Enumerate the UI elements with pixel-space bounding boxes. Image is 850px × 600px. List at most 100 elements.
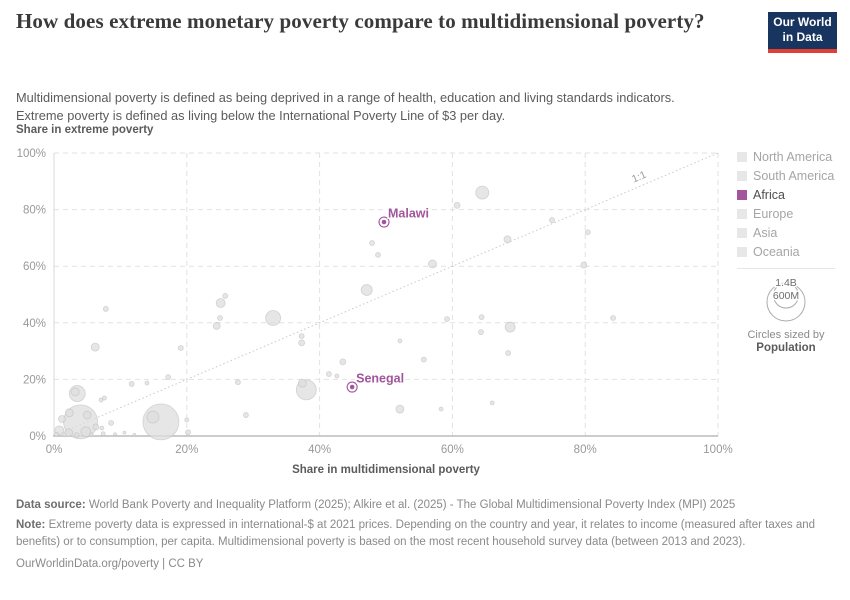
highlight-dot-senegal[interactable] [349, 384, 355, 390]
country-bubble[interactable] [360, 284, 373, 296]
country-bubble[interactable] [298, 333, 305, 340]
country-bubble[interactable] [88, 432, 94, 438]
country-bubble[interactable] [102, 306, 109, 312]
country-bubble[interactable] [549, 217, 555, 223]
country-bubble[interactable] [64, 408, 74, 418]
country-bubble[interactable] [132, 432, 137, 437]
note-line: Note: Extreme poverty data is expressed … [16, 517, 838, 550]
country-bubble[interactable] [184, 417, 190, 423]
country-bubble[interactable] [80, 426, 92, 438]
legend-divider [737, 268, 835, 269]
country-bubble[interactable] [428, 259, 437, 269]
country-bubble[interactable] [395, 404, 405, 414]
owid-logo[interactable]: Our World in Data [768, 12, 837, 53]
highlight-label-malawi: Malawi [388, 207, 429, 221]
legend-item-south-america[interactable]: South America [737, 169, 842, 183]
country-bubble[interactable] [438, 406, 444, 412]
country-bubble[interactable] [108, 420, 115, 426]
country-bubble[interactable] [478, 329, 484, 336]
legend-item-label: Asia [753, 226, 778, 240]
country-bubble[interactable] [82, 410, 92, 420]
country-bubble[interactable] [297, 378, 307, 388]
highlight-dot-malawi[interactable] [381, 219, 387, 225]
legend-item-label: Europe [753, 207, 794, 221]
legend-item-europe[interactable]: Europe [737, 207, 842, 221]
data-source-text: World Bank Poverty and Inequality Platfo… [85, 499, 736, 511]
country-bubble[interactable] [325, 371, 332, 377]
legend: North America South America Africa Europe As… [737, 150, 842, 354]
country-bubble[interactable] [177, 345, 184, 351]
country-bubble[interactable] [122, 430, 127, 435]
owid-logo-line2: in Data [782, 30, 823, 44]
legend-item-label: North America [753, 150, 833, 164]
data-source-line: Data source: World Bank Poverty and Ineq… [16, 497, 838, 513]
x-tick-label-0: 0% [46, 444, 63, 456]
country-bubble[interactable] [102, 395, 107, 401]
y-axis-title: Share in extreme poverty [16, 124, 154, 136]
country-bubble[interactable] [242, 412, 249, 418]
country-bubble[interactable] [217, 315, 223, 321]
legend-swatch-icon [737, 152, 747, 162]
legend-item-label: Africa [753, 188, 785, 202]
country-bubble[interactable] [62, 432, 68, 438]
country-bubble[interactable] [100, 431, 106, 437]
footer-link[interactable]: OurWorldinData.org/poverty | CC BY [16, 557, 204, 570]
country-bubble[interactable] [475, 185, 490, 200]
size-label-big: 1.4B [775, 277, 797, 289]
country-bubble[interactable] [54, 431, 60, 437]
country-bubble[interactable] [146, 410, 160, 424]
country-bubble[interactable] [212, 322, 221, 330]
country-bubble[interactable] [453, 201, 461, 209]
legend-swatch-icon [737, 247, 747, 257]
legend-item-north-america[interactable]: North America [737, 150, 842, 164]
country-bubble[interactable] [478, 314, 485, 321]
country-bubble[interactable] [584, 229, 591, 236]
country-bubble[interactable] [144, 380, 150, 386]
page-title: How does extreme monetary poverty compar… [16, 9, 705, 33]
country-bubble[interactable] [235, 379, 241, 386]
country-bubble[interactable] [165, 374, 172, 381]
subtitle-line1: Multidimensional poverty is defined as b… [16, 90, 675, 105]
country-bubble[interactable] [70, 387, 80, 397]
country-bubble[interactable] [420, 356, 427, 363]
owid-logo-line1: Our World [773, 15, 832, 29]
country-bubble[interactable] [128, 381, 135, 387]
country-bubble[interactable] [444, 316, 450, 323]
country-bubble[interactable] [334, 373, 340, 379]
country-bubble[interactable] [99, 425, 105, 431]
legend-item-oceania[interactable]: Oceania [737, 245, 842, 259]
country-bubble[interactable] [142, 403, 180, 441]
country-bubble[interactable] [73, 432, 80, 439]
legend-swatch-icon [737, 190, 747, 200]
country-bubble[interactable] [58, 415, 66, 423]
y-tick-label-40: 40% [23, 318, 46, 330]
x-tick-label-100: 100% [703, 444, 732, 456]
country-bubble[interactable] [185, 429, 192, 436]
country-bubble[interactable] [580, 261, 588, 269]
legend-swatch-icon [737, 171, 747, 181]
country-bubble[interactable] [369, 240, 375, 246]
country-bubble[interactable] [339, 358, 347, 366]
country-bubble[interactable] [90, 342, 100, 352]
country-bubble[interactable] [113, 432, 117, 437]
country-bubble[interactable] [92, 423, 100, 431]
legend-swatch-icon [737, 209, 747, 219]
legend-item-africa[interactable]: Africa [737, 188, 842, 202]
country-bubble[interactable] [215, 298, 226, 308]
country-bubble[interactable] [610, 315, 616, 321]
country-bubble[interactable] [375, 251, 381, 258]
legend-item-label: South America [753, 169, 835, 183]
country-bubble[interactable] [397, 338, 403, 344]
country-bubble[interactable] [222, 293, 229, 299]
country-bubble[interactable] [503, 235, 512, 244]
one-to-one-line [53, 152, 719, 437]
country-bubble[interactable] [505, 350, 512, 356]
country-bubble[interactable] [489, 400, 495, 406]
size-legend: 1.4B 600M Circles sized by Population [737, 275, 835, 355]
country-bubble[interactable] [265, 310, 282, 326]
legend-item-asia[interactable]: Asia [737, 226, 842, 240]
country-bubble[interactable] [298, 339, 306, 347]
size-legend-caption-population: Population [756, 342, 816, 354]
country-bubble[interactable] [504, 321, 516, 333]
